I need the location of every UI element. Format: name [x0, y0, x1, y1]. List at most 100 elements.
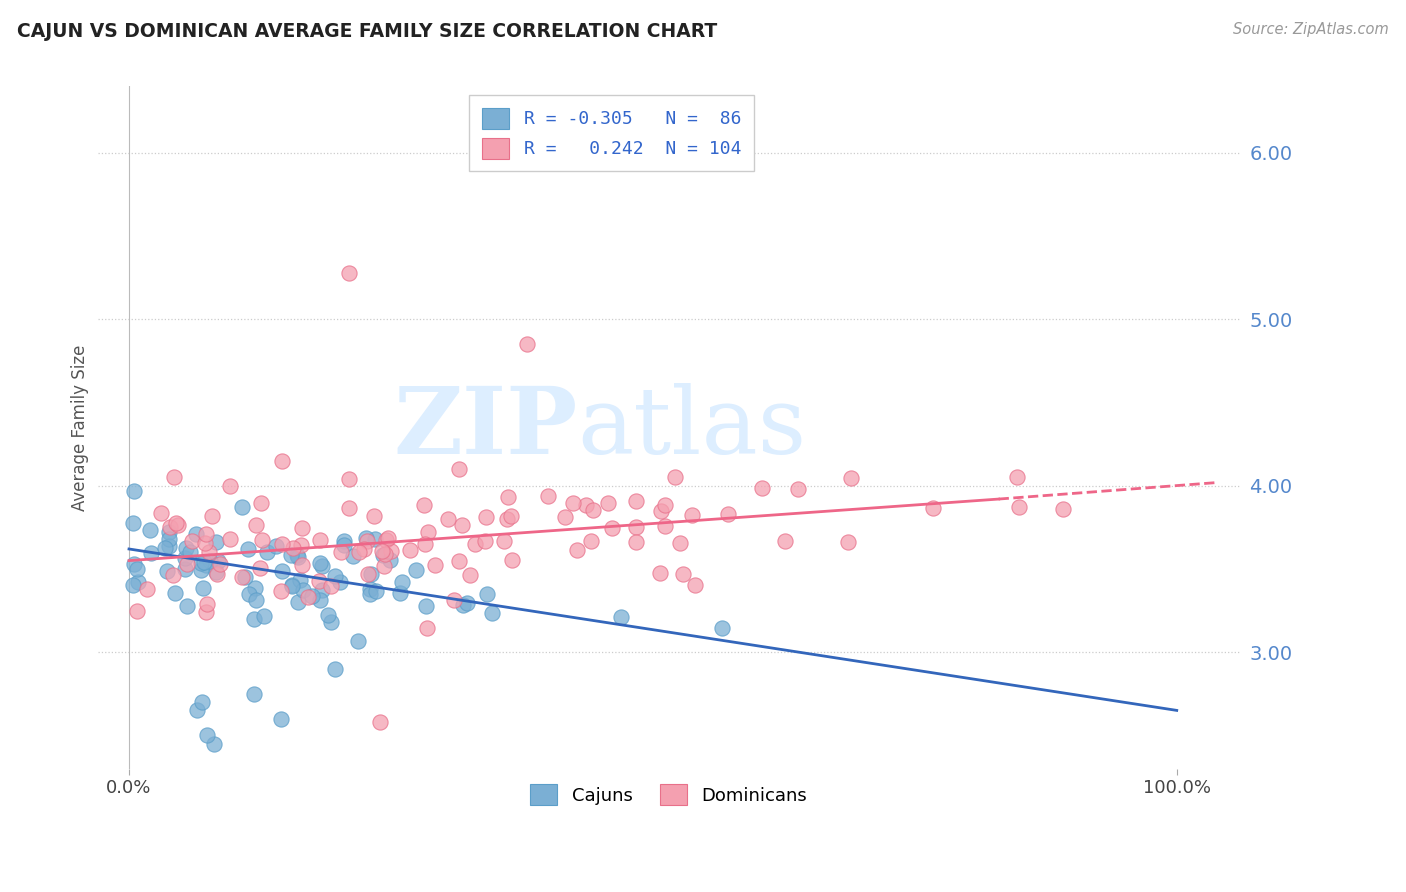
Point	[157, 525, 180, 540]
Point	[337, 472, 360, 486]
Point	[837, 534, 859, 549]
Point	[378, 553, 401, 567]
Point	[291, 583, 314, 598]
Point	[451, 517, 474, 532]
Point	[374, 547, 396, 561]
Point	[231, 570, 253, 584]
Point	[155, 541, 177, 556]
Point	[233, 570, 256, 584]
Point	[205, 534, 228, 549]
Point	[443, 592, 465, 607]
Point	[231, 500, 253, 515]
Point	[391, 574, 413, 589]
Point	[319, 578, 342, 592]
Point	[287, 550, 309, 565]
Point	[139, 523, 162, 537]
Point	[464, 537, 486, 551]
Point	[308, 556, 330, 570]
Point	[423, 558, 446, 572]
Point	[191, 695, 214, 709]
Point	[270, 564, 292, 578]
Point	[669, 535, 692, 549]
Point	[253, 608, 276, 623]
Point	[447, 554, 470, 568]
Point	[495, 512, 517, 526]
Point	[921, 500, 943, 515]
Point	[416, 621, 439, 635]
Point	[582, 503, 605, 517]
Point	[256, 544, 278, 558]
Point	[475, 509, 498, 524]
Point	[329, 575, 352, 590]
Point	[751, 481, 773, 495]
Point	[122, 483, 145, 498]
Point	[363, 508, 385, 523]
Point	[579, 534, 602, 549]
Point	[398, 542, 420, 557]
Point	[165, 516, 187, 530]
Point	[416, 524, 439, 539]
Point	[243, 612, 266, 626]
Point	[173, 550, 195, 565]
Point	[347, 545, 370, 559]
Point	[516, 337, 538, 351]
Point	[1008, 500, 1031, 515]
Point	[249, 561, 271, 575]
Point	[180, 534, 202, 549]
Point	[195, 526, 218, 541]
Point	[318, 607, 340, 622]
Text: CAJUN VS DOMINICAN AVERAGE FAMILY SIZE CORRELATION CHART: CAJUN VS DOMINICAN AVERAGE FAMILY SIZE C…	[17, 22, 717, 41]
Point	[575, 498, 598, 512]
Point	[333, 539, 356, 553]
Point	[309, 593, 332, 607]
Point	[342, 549, 364, 563]
Point	[565, 543, 588, 558]
Point	[492, 534, 515, 549]
Point	[453, 598, 475, 612]
Point	[353, 542, 375, 557]
Point	[654, 499, 676, 513]
Point	[270, 583, 292, 598]
Point	[839, 471, 862, 485]
Point	[449, 462, 471, 476]
Point	[250, 533, 273, 547]
Point	[162, 567, 184, 582]
Point	[280, 549, 302, 563]
Point	[159, 520, 181, 534]
Point	[195, 597, 218, 611]
Point	[371, 544, 394, 558]
Text: atlas: atlas	[578, 383, 807, 473]
Point	[176, 558, 198, 572]
Point	[270, 537, 292, 551]
Point	[333, 533, 356, 548]
Point	[1005, 470, 1028, 484]
Point	[561, 496, 583, 510]
Point	[125, 604, 148, 618]
Point	[600, 521, 623, 535]
Point	[415, 599, 437, 614]
Point	[380, 543, 402, 558]
Point	[198, 554, 221, 568]
Point	[481, 607, 503, 621]
Point	[371, 548, 394, 562]
Point	[205, 565, 228, 579]
Point	[264, 539, 287, 553]
Point	[283, 541, 305, 555]
Point	[139, 546, 162, 560]
Point	[236, 542, 259, 557]
Point	[624, 535, 647, 549]
Point	[405, 563, 427, 577]
Point	[346, 634, 368, 648]
Point	[437, 512, 460, 526]
Point	[474, 533, 496, 548]
Point	[787, 483, 810, 497]
Point	[156, 564, 179, 578]
Point	[681, 508, 703, 522]
Point	[150, 507, 173, 521]
Point	[458, 567, 481, 582]
Point	[370, 714, 392, 729]
Point	[377, 532, 399, 546]
Point	[288, 573, 311, 587]
Point	[389, 586, 412, 600]
Point	[664, 470, 686, 484]
